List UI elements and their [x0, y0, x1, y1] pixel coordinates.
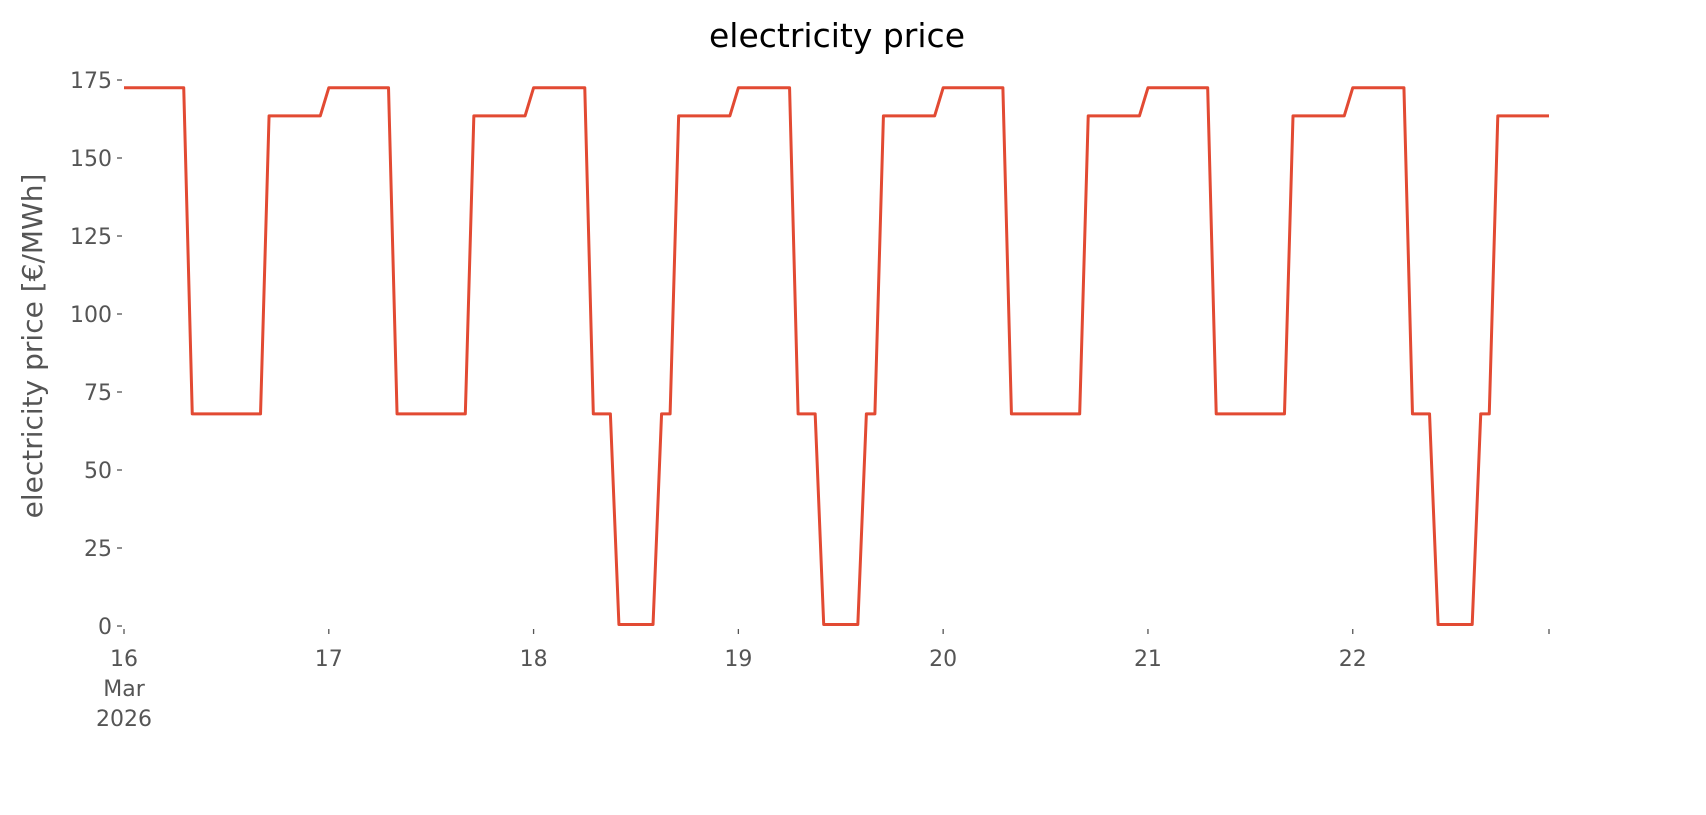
- y-tick-label: 50: [84, 459, 112, 484]
- y-tick-label: 175: [70, 69, 112, 94]
- x-tick-label: 21: [1134, 647, 1162, 672]
- y-tick-label: 150: [70, 147, 112, 172]
- y-tick-label: 25: [84, 537, 112, 562]
- y-tick-label: 100: [70, 303, 112, 328]
- chart-title: electricity price: [709, 16, 965, 55]
- x-tick-label: 19: [724, 647, 752, 672]
- y-axis-label: electricity price [€/MWh]: [16, 174, 49, 519]
- y-tick-label: 75: [84, 381, 112, 406]
- x-tick-label: 16 Mar 2026: [96, 647, 152, 732]
- price-line: [124, 86, 1549, 626]
- y-tick-label: 125: [70, 225, 112, 250]
- x-tick-label: 17: [315, 647, 343, 672]
- x-tick-label: 20: [929, 647, 957, 672]
- x-tick-label: 22: [1339, 647, 1367, 672]
- x-tick-label: 18: [520, 647, 548, 672]
- y-tick-label: 0: [98, 615, 112, 640]
